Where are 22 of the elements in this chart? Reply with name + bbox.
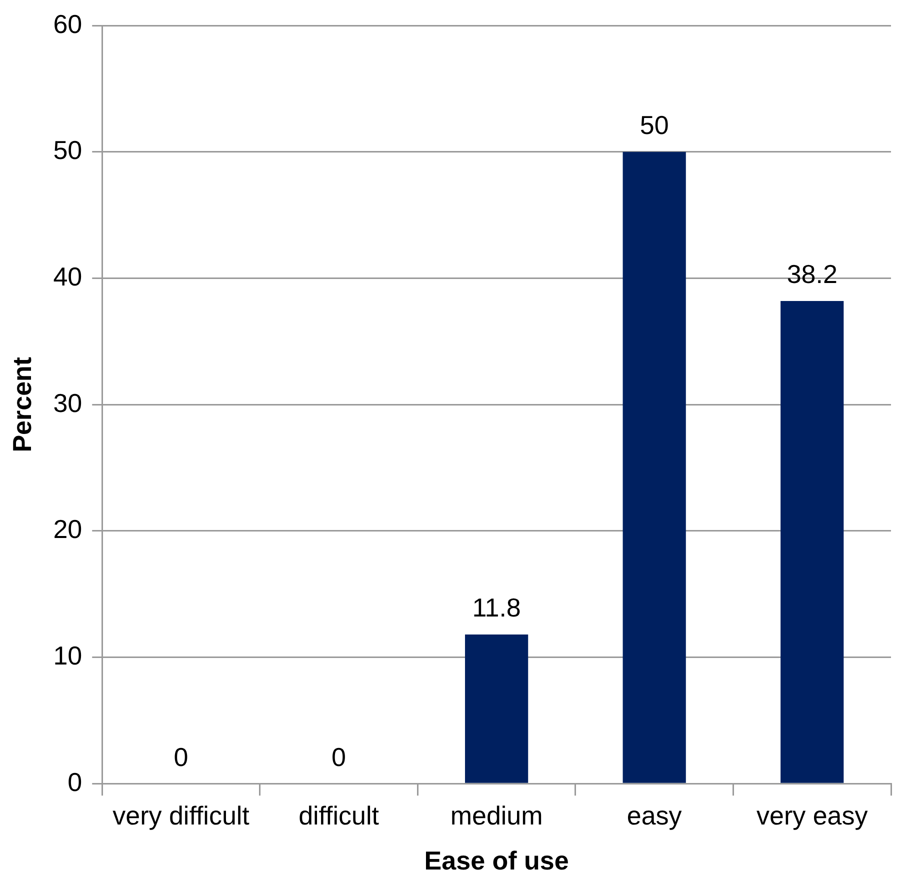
data-label: 38.2 (786, 259, 838, 290)
bar (622, 152, 686, 783)
y-tick-label: 40 (53, 261, 82, 292)
y-tick-label: 0 (68, 766, 82, 797)
y-tick-label: 30 (53, 388, 82, 418)
x-tick-label: difficult (298, 800, 380, 830)
y-tick-label: 60 (53, 8, 82, 39)
data-label: 0 (174, 742, 188, 772)
y-tick-label: 20 (53, 514, 82, 544)
x-tick-label: very easy (756, 800, 868, 830)
y-tick-label: 50 (53, 135, 82, 166)
y-tick-label: 10 (53, 640, 82, 670)
x-tick-label: very difficult (112, 800, 250, 830)
y-axis-title: Percent (6, 356, 37, 452)
data-label: 0 (332, 742, 346, 772)
data-label: 50 (640, 110, 669, 140)
bar (780, 301, 844, 783)
x-tick-label: medium (450, 800, 543, 830)
bar (465, 634, 528, 783)
x-tick-label: easy (626, 800, 682, 830)
x-axis-title: Ease of use (424, 846, 569, 876)
data-label: 11.8 (472, 592, 521, 623)
